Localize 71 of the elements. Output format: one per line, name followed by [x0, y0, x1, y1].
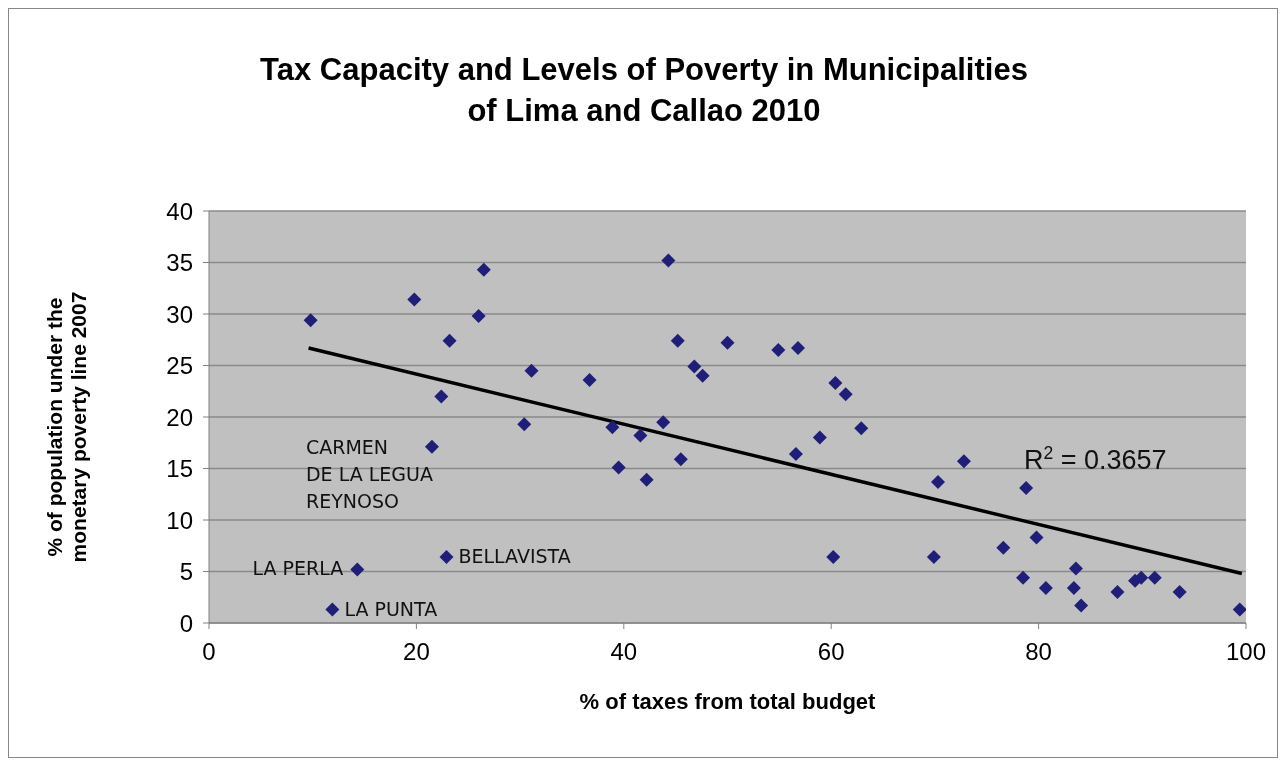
- annotation: R$^{2}$ = 0.3657: [1024, 443, 1167, 475]
- point: [926, 550, 941, 565]
- point: [524, 363, 539, 378]
- y-tick-label: 5: [179, 558, 193, 586]
- point: [350, 562, 365, 577]
- point: [791, 340, 806, 355]
- point: [517, 417, 532, 432]
- point: [582, 372, 597, 387]
- point: [956, 454, 971, 469]
- point: [673, 452, 688, 467]
- point: [931, 474, 946, 489]
- point: [605, 420, 620, 435]
- y-tick-label: 30: [166, 300, 193, 328]
- x-axis-title: % of taxes from total budget: [578, 689, 877, 715]
- point: [439, 550, 454, 565]
- point: [1074, 598, 1089, 613]
- point: [670, 333, 685, 348]
- x-tick-label: 100: [1225, 638, 1267, 666]
- x-tick-label: 60: [817, 638, 845, 666]
- y-tick-label: 20: [166, 403, 193, 431]
- point: [1029, 530, 1044, 545]
- annotation: LA PERLA: [252, 557, 344, 580]
- point: [476, 262, 491, 277]
- x-tick-label: 20: [403, 638, 430, 666]
- y-tick-label: 35: [166, 249, 193, 277]
- y-tick-label: 25: [166, 352, 193, 380]
- point: [812, 430, 827, 445]
- point: [656, 415, 671, 430]
- point: [633, 428, 648, 443]
- y-tick-label: 0: [179, 609, 193, 637]
- point: [771, 343, 786, 358]
- x-tick-label: 40: [610, 638, 638, 666]
- chart-title: Tax Capacity and Levels of Poverty in Municipalities of Lima and Callao 2010: [259, 51, 1029, 130]
- point: [1110, 585, 1125, 600]
- point: [442, 333, 457, 348]
- y-tick-label: 10: [166, 506, 193, 534]
- y-tick-label: 40: [166, 197, 193, 225]
- point: [1068, 561, 1083, 576]
- point: [639, 472, 654, 487]
- point: [1066, 580, 1081, 595]
- point: [695, 368, 710, 383]
- point: [407, 292, 422, 307]
- y-tick-label: 15: [166, 455, 193, 483]
- point: [611, 460, 626, 475]
- annotation: CARMEN DE LA LEGUA REYNOSO: [305, 435, 433, 512]
- point: [996, 540, 1011, 555]
- point: [687, 359, 702, 374]
- point: [826, 550, 841, 565]
- point: [854, 421, 869, 436]
- point: [325, 602, 340, 617]
- y-axis-title: % of population under the monetary poverty line 2007: [43, 290, 91, 565]
- point: [720, 335, 735, 350]
- point: [471, 309, 486, 324]
- point: [1147, 570, 1162, 585]
- point: [1016, 570, 1031, 585]
- point: [788, 447, 803, 462]
- annotation: LA PUNTA: [344, 597, 438, 620]
- point: [661, 253, 676, 268]
- annotation: BELLAVISTA: [458, 545, 571, 568]
- point: [838, 387, 853, 402]
- x-tick-label: 80: [1025, 638, 1052, 666]
- point: [303, 313, 318, 328]
- point: [1172, 585, 1187, 600]
- x-tick-label: 0: [202, 638, 216, 666]
- point: [828, 376, 843, 391]
- point: [1038, 580, 1053, 595]
- point: [1134, 570, 1149, 585]
- point: [1232, 602, 1246, 617]
- point: [1019, 481, 1034, 496]
- point: [434, 389, 449, 404]
- point: [424, 439, 439, 454]
